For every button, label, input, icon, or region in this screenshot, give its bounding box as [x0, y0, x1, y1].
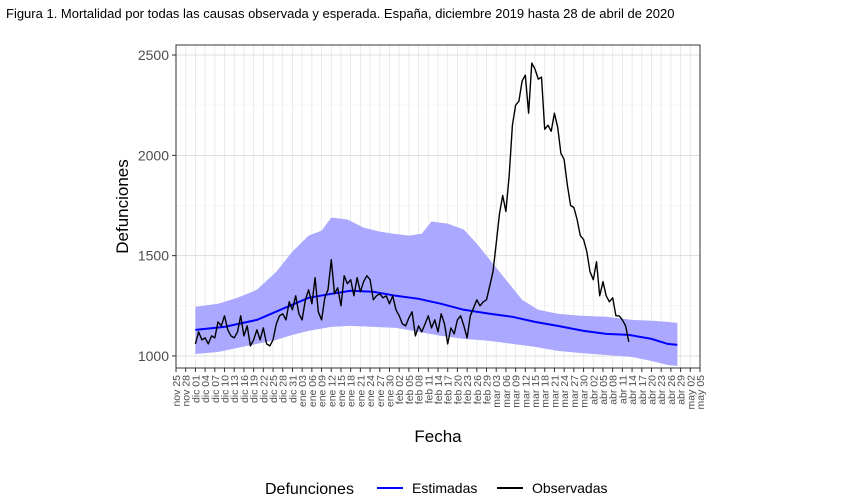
- x-tick-label: ene 24: [365, 375, 377, 407]
- x-tick-label: abr 17: [637, 375, 649, 405]
- x-tick-label: feb 29: [482, 375, 494, 404]
- x-tick-label: dic 16: [239, 375, 251, 403]
- x-tick-label: ene 12: [326, 375, 338, 407]
- x-tick-label: abr 26: [666, 375, 678, 405]
- legend-label-observadas: Observadas: [532, 480, 607, 496]
- x-tick-label: dic 31: [287, 375, 299, 403]
- x-tick-label: abr 29: [676, 375, 688, 405]
- y-axis-title: Defunciones: [113, 159, 132, 254]
- x-tick-label: may 02: [685, 375, 697, 410]
- x-tick-label: ene 15: [336, 375, 348, 407]
- x-tick-label: feb 02: [394, 375, 406, 404]
- x-tick-label: feb 11: [423, 375, 435, 404]
- x-tick-label: ene 09: [317, 375, 329, 407]
- x-tick-label: mar 21: [549, 375, 561, 408]
- x-tick-label: dic 19: [249, 375, 261, 403]
- y-tick-label: 2000: [138, 147, 169, 163]
- expected-confidence-band: [195, 217, 678, 366]
- legend-title: Defunciones: [265, 481, 354, 497]
- x-tick-label: abr 11: [617, 375, 629, 404]
- figure-caption: Figura 1. Mortalidad por todas las causa…: [6, 6, 675, 21]
- x-tick-label: abr 05: [598, 375, 610, 405]
- x-tick-label: mar 06: [501, 375, 513, 408]
- x-tick-label: dic 01: [190, 375, 202, 403]
- x-tick-label: ene 30: [385, 375, 397, 407]
- x-tick-label: mar 09: [511, 375, 523, 408]
- x-tick-label: may 05: [695, 375, 707, 410]
- x-axis-title: Fecha: [414, 427, 462, 446]
- x-tick-label: abr 08: [608, 375, 620, 405]
- x-tick-label: dic 22: [258, 375, 270, 403]
- x-tick-label: feb 26: [472, 375, 484, 404]
- x-tick-label: mar 03: [491, 375, 503, 408]
- legend-label-estimadas: Estimadas: [412, 480, 477, 496]
- x-tick-label: dic 10: [220, 375, 232, 403]
- x-tick-label: feb 17: [443, 375, 455, 404]
- x-tick-label: ene 27: [375, 375, 387, 407]
- x-tick-label: abr 20: [647, 375, 659, 405]
- x-tick-label: feb 08: [414, 375, 426, 404]
- x-tick-label: mar 30: [579, 375, 591, 408]
- x-tick-label: abr 02: [588, 375, 600, 405]
- x-tick-label: dic 28: [278, 375, 290, 403]
- x-tick-label: ene 06: [307, 375, 319, 407]
- x-tick-label: dic 04: [200, 375, 212, 403]
- x-tick-label: dic 13: [229, 375, 241, 403]
- series-line-estimadas: [195, 289, 678, 346]
- x-tick-label: ene 21: [355, 375, 367, 407]
- x-tick-label: abr 23: [656, 375, 668, 405]
- x-tick-label: nov 28: [181, 375, 193, 407]
- series-line-observadas: [194, 62, 630, 347]
- legend: Defunciones Estimadas Observadas: [265, 480, 607, 497]
- x-tick-label: feb 20: [452, 375, 464, 404]
- x-tick-label: abr 14: [627, 375, 639, 405]
- x-tick-label: feb 23: [462, 375, 474, 404]
- x-tick-label: mar 18: [540, 375, 552, 408]
- x-tick-label: mar 12: [520, 375, 532, 408]
- y-tick-label: 1000: [138, 348, 169, 364]
- x-tick-label: nov 25: [171, 375, 183, 407]
- x-tick-label: mar 27: [569, 375, 581, 408]
- x-tick-label: mar 24: [559, 375, 571, 408]
- y-axis: 1000 1500 2000 2500: [138, 47, 176, 364]
- y-tick-label: 2500: [138, 47, 169, 63]
- x-tick-label: feb 05: [404, 375, 416, 404]
- x-tick-label: mar 15: [530, 375, 542, 408]
- x-tick-label: ene 18: [346, 375, 358, 407]
- x-tick-label: ene 03: [297, 375, 309, 407]
- y-tick-label: 1500: [138, 248, 169, 264]
- x-tick-label: feb 14: [433, 375, 445, 404]
- x-tick-label: dic 25: [268, 375, 280, 403]
- line-layer: [194, 62, 678, 347]
- x-tick-label: dic 07: [210, 375, 222, 403]
- band-layer: [195, 217, 678, 366]
